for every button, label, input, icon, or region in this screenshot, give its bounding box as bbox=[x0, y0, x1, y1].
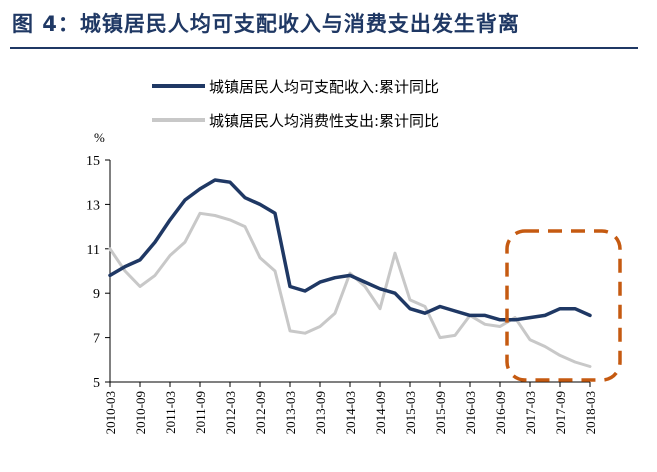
x-tick-label: 2012-09 bbox=[253, 391, 268, 434]
y-axis-unit-label: % bbox=[94, 130, 105, 145]
y-tick-label: 9 bbox=[93, 287, 100, 302]
income-series-line bbox=[108, 178, 592, 322]
x-tick-label: 2011-03 bbox=[163, 391, 178, 434]
title-divider bbox=[10, 47, 638, 49]
expenditure-series-line bbox=[108, 211, 592, 368]
x-tick-label: 2011-09 bbox=[193, 391, 208, 434]
x-tick-label: 2018-03 bbox=[583, 391, 598, 434]
x-tick-label: 2014-09 bbox=[373, 391, 388, 434]
x-tick-label: 2013-03 bbox=[283, 391, 298, 434]
x-tick-label: 2016-03 bbox=[463, 391, 478, 434]
x-tick-label: 2012-03 bbox=[223, 391, 238, 434]
y-tick-label: 15 bbox=[86, 154, 100, 169]
x-tick-label: 2013-09 bbox=[313, 391, 328, 434]
highlight-box-group bbox=[505, 229, 622, 382]
x-tick-label: 2015-09 bbox=[433, 391, 448, 434]
chart-series bbox=[108, 178, 592, 368]
chart-axes: 5 7 9 11 13 15 2010-03 2010-09 2011-03 2011-09 201… bbox=[86, 154, 598, 434]
x-tick-label: 2017-03 bbox=[523, 391, 538, 434]
legend-label: 城镇居民人均可支配收入:累计同比 bbox=[209, 78, 439, 96]
x-tick-label: 2015-03 bbox=[403, 391, 418, 434]
highlight-box bbox=[505, 229, 622, 382]
y-tick-label: 5 bbox=[93, 376, 100, 391]
x-tick-label: 2014-03 bbox=[343, 391, 358, 434]
x-tick-label: 2010-09 bbox=[133, 391, 148, 434]
y-tick-label: 7 bbox=[93, 332, 100, 347]
y-tick-label: 13 bbox=[86, 198, 100, 213]
x-tick-label: 2010-03 bbox=[103, 391, 118, 434]
x-tick-label: 2017-09 bbox=[553, 391, 568, 434]
y-tick-label: 11 bbox=[87, 243, 100, 258]
x-tick-label: 2016-09 bbox=[493, 391, 508, 434]
figure-title: 图 4：城镇居民人均可支配收入与消费支出发生背离 bbox=[12, 12, 520, 36]
legend-label: 城镇居民人均消费性支出:累计同比 bbox=[209, 112, 439, 130]
